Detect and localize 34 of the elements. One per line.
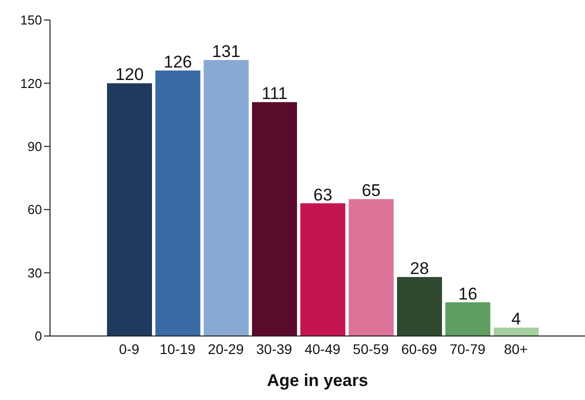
y-tick-label: 0 [34,328,42,344]
y-tick-label: 60 [28,202,42,218]
bar [494,328,539,336]
data-label: 28 [410,259,429,278]
x-tick-label: 40-49 [304,340,341,357]
x-tick-label: 10-19 [160,340,196,357]
y-tick-label: 30 [28,265,42,280]
data-label: 4 [511,310,521,329]
bar [252,102,297,336]
y-tick-label: 120 [20,76,42,91]
x-tick-label: 60-69 [401,340,438,357]
x-tick-label: 0-9 [119,340,140,357]
bar [445,302,490,336]
data-label: 131 [212,42,240,62]
bar [204,60,249,336]
x-tick-label: 50-59 [352,340,389,357]
data-label: 65 [362,181,381,200]
bar [300,203,346,336]
x-axis-title: Age in years [266,371,368,390]
y-tick-label: 90 [28,139,42,154]
y-tick-label: 150 [20,12,42,28]
bar [348,199,394,336]
data-label: 63 [313,185,332,204]
x-tick-label: 70-79 [450,340,486,357]
data-label: 120 [115,65,144,84]
data-label: 111 [262,84,288,104]
data-label: 126 [164,52,192,72]
bar [397,277,442,336]
x-tick-label: 80+ [504,340,528,357]
bar [107,83,152,336]
x-tick-label: 20-29 [208,340,244,357]
bar [155,70,200,336]
x-tick-label: 30-39 [256,340,292,357]
data-label: 16 [458,284,478,304]
